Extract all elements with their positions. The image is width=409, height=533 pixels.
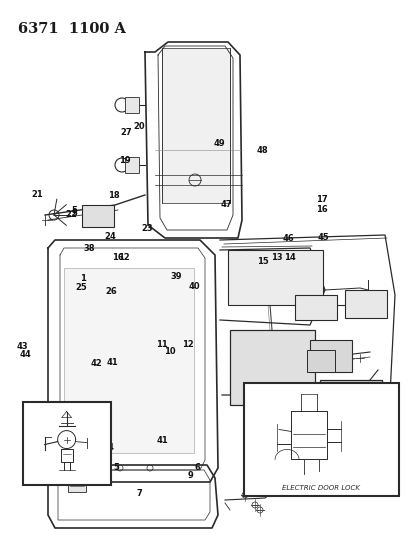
Text: 6371  1100 A: 6371 1100 A	[18, 22, 126, 36]
Text: 11: 11	[155, 341, 167, 349]
Text: 19: 19	[119, 157, 130, 165]
Bar	[125, 157, 139, 173]
Bar	[294, 295, 336, 320]
Bar	[319, 380, 381, 432]
Text: 20: 20	[133, 122, 145, 131]
Text: 16: 16	[316, 205, 327, 214]
Text: 13: 13	[271, 254, 282, 262]
Text: 4: 4	[108, 443, 113, 452]
Text: 22: 22	[66, 210, 77, 219]
Text: 12: 12	[182, 340, 193, 349]
Bar	[309, 340, 351, 372]
Bar	[344, 290, 386, 318]
Text: 9: 9	[187, 472, 193, 480]
Text: 48: 48	[256, 146, 267, 155]
Text: 7: 7	[136, 489, 142, 497]
Text: 25: 25	[76, 284, 87, 292]
Text: 5: 5	[113, 463, 119, 472]
Text: 24: 24	[105, 232, 116, 241]
Text: 12: 12	[118, 254, 130, 262]
Text: 34: 34	[386, 440, 398, 449]
Text: 21: 21	[31, 190, 43, 199]
Text: 35: 35	[386, 431, 398, 439]
Circle shape	[252, 267, 257, 273]
Bar	[227, 250, 322, 305]
Text: 44: 44	[20, 351, 31, 359]
Text: 5: 5	[71, 206, 77, 215]
Text: 26: 26	[106, 287, 117, 296]
Bar	[162, 48, 229, 203]
Text: 15: 15	[257, 257, 268, 265]
Text: 23: 23	[141, 224, 152, 232]
Bar	[82, 205, 114, 227]
Text: 43: 43	[17, 342, 28, 351]
Text: 30: 30	[273, 470, 285, 478]
Text: 49: 49	[213, 140, 225, 148]
Bar	[68, 478, 86, 492]
Text: 16: 16	[112, 254, 123, 262]
Text: 6: 6	[194, 464, 200, 472]
Text: 1: 1	[80, 274, 86, 283]
Text: 3: 3	[89, 413, 95, 422]
Text: 41: 41	[107, 358, 118, 367]
Bar	[125, 97, 139, 113]
Text: 40: 40	[189, 282, 200, 291]
Text: 36: 36	[263, 461, 274, 469]
Text: 29: 29	[386, 479, 398, 487]
Text: 17: 17	[316, 196, 327, 204]
Text: 41: 41	[156, 437, 167, 445]
Bar	[334, 392, 382, 422]
Text: 31: 31	[386, 469, 398, 477]
Text: 27: 27	[120, 128, 131, 137]
Text: 37: 37	[279, 476, 290, 484]
Text: 38: 38	[83, 245, 95, 253]
Text: 5: 5	[71, 209, 76, 217]
Bar	[90, 470, 108, 484]
Text: 39: 39	[170, 272, 182, 281]
Bar	[243, 383, 398, 496]
Text: 28: 28	[297, 482, 308, 491]
Text: 45: 45	[317, 233, 329, 241]
Text: 2: 2	[28, 415, 34, 423]
Text: 47: 47	[220, 200, 231, 208]
Text: 10: 10	[164, 348, 175, 356]
Text: 42: 42	[90, 359, 102, 368]
Text: ELECTRIC DOOR LOCK: ELECTRIC DOOR LOCK	[282, 485, 360, 491]
Text: 32: 32	[386, 458, 398, 467]
Text: 33: 33	[386, 449, 398, 458]
Text: 18: 18	[108, 191, 119, 200]
Text: 1: 1	[61, 463, 66, 472]
Bar	[22, 402, 110, 485]
Text: 46: 46	[282, 235, 294, 243]
Bar	[306, 350, 334, 372]
Bar	[64, 268, 193, 453]
Bar	[229, 330, 314, 405]
Text: 14: 14	[283, 254, 294, 262]
